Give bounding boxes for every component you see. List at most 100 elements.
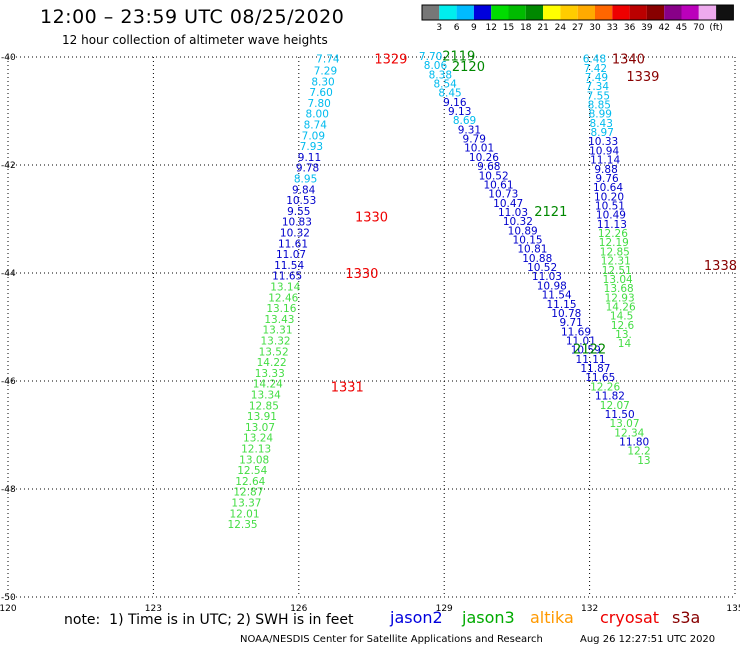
swh-value-label: 8.45 [438,88,461,100]
colorbar-tick-label: 15 [503,23,514,33]
swh-value-label: 9.16 [443,97,467,109]
swh-value-label: 8.00 [306,109,329,121]
swh-value-label: 8.38 [429,69,452,81]
mission-altika: altika [530,608,574,627]
swh-value-label: 13.16 [266,303,296,315]
swh-value-label: 9.84 [292,184,316,196]
swh-value-label: 13.08 [239,454,269,466]
swh-value-label: 10.53 [286,195,316,207]
swh-value-label: 7.93 [300,141,323,153]
swh-value-label: 11.54 [274,260,304,272]
swh-value-label: 10.20 [594,191,624,203]
swh-value-label: 12.6 [611,320,635,332]
swh-value-label: 10.83 [282,217,312,229]
swh-value-label: 11.54 [542,290,572,302]
swh-value-label: 14.22 [257,357,287,369]
x-tick-label: 135 [726,604,740,614]
swh-value-label: 7.09 [302,130,325,142]
swh-value-label: 7.70 [419,51,442,63]
colorbar-tick-label: (ft) [709,23,723,33]
swh-value-label: 13. [615,329,632,341]
swh-value-label: 12.26 [590,381,620,393]
swh-value-label: 9.76 [595,173,619,185]
swh-value-label: 10.94 [589,145,619,157]
colorbar-tick-label: 12 [485,23,496,33]
swh-value-label: 11.11 [576,354,606,366]
credit-text: NOAA/NESDIS Center for Satellite Applica… [240,634,543,645]
colorbar-swatch [491,5,509,20]
swh-value-label: 13.91 [247,411,277,423]
pass-number-label: 2122 [573,343,606,358]
swh-value-label: 9.71 [559,317,582,329]
pass-number-label: 1330 [355,210,388,225]
swh-value-label: 10.78 [551,308,581,320]
swh-value-label: 12.13 [241,444,271,456]
swh-value-label: 8.85 [588,100,611,112]
swh-value-label: 12.26 [598,228,628,240]
colorbar-swatch [456,5,474,20]
chart-subtitle: 12 hour collection of altimeter wave hei… [62,33,328,47]
swh-value-label: 13 [637,455,650,467]
generated-timestamp: Aug 26 12:27:51 UTC 2020 [580,634,716,645]
colorbar-swatch [508,5,526,20]
swh-value-label: 14 [618,338,632,350]
swh-value-label: 12.19 [599,237,629,249]
colorbar-tick-label: 33 [607,23,618,33]
swh-value-label: 10.47 [493,198,523,210]
colorbar-swatch [612,5,630,20]
colorbar-swatch [698,5,717,20]
swh-value-label: 10.49 [596,210,626,222]
swh-value-label: 14.26 [606,301,636,313]
swh-values: 7.747.298.307.607.808.008.747.097.939.11… [228,51,651,531]
swh-value-label: 11.61 [278,238,308,250]
swh-value-label: 11.82 [595,391,625,403]
pass-number-label: 1329 [374,53,407,68]
swh-value-label: 8.30 [311,76,334,88]
colorbar-swatch [439,5,457,20]
colorbar-tick-label: 70 [693,23,705,33]
colorbar-swatch [473,5,492,20]
swh-value-label: 8.06 [424,60,448,72]
swh-value-label: 13.32 [261,336,291,348]
colorbar-tick-label: 6 [454,23,460,33]
colorbar-swatch [629,5,647,20]
pass-number-label: 1331 [331,380,364,395]
swh-value-label: 10.01 [464,143,494,155]
colorbar-swatch [681,5,699,20]
swh-value-label: 10.88 [522,253,552,265]
swh-value-label: 13.14 [270,282,300,294]
x-tick-label: 120 [0,604,17,614]
pass-number-label: 2121 [534,205,567,220]
swh-value-label: 12.54 [237,465,267,477]
swh-value-label: 7.74 [316,54,340,66]
swh-value-label: 9.78 [296,163,319,175]
swh-value-label: 9.13 [448,106,471,118]
swh-value-label: 12.2 [627,446,650,458]
note-text: note: 1) Time is in UTC; 2) SWH is in fe… [64,612,354,628]
mission-s3a: s3a [672,608,701,627]
colorbar-frame [421,4,734,21]
swh-value-label: 9.79 [463,134,486,146]
swh-value-label: 14.24 [253,379,283,391]
swh-value-label: 8.74 [304,120,328,132]
colorbar-tick-label: 18 [520,23,532,33]
swh-value-label: 12.85 [600,246,630,258]
x-tick-label: 123 [145,604,162,614]
swh-value-label: 10.61 [483,179,513,191]
swh-value-label: 10.98 [537,280,567,292]
colorbar-swatch [560,5,578,20]
colorbar-tick-label: 30 [589,23,601,33]
swh-value-label: 13.37 [231,498,261,510]
swh-value-label: 10.33 [588,136,618,148]
swh-value-label: 13.04 [603,274,633,286]
swh-value-label: 12.35 [228,519,258,531]
colorbar-swatch [422,5,440,20]
swh-value-label: 10.51 [595,201,625,213]
swh-value-label: 12.87 [233,487,263,499]
colorbar-tick-label: 42 [658,23,669,33]
pass-number-label: 1339 [626,70,659,85]
swh-value-label: 7.60 [309,87,332,99]
mission-jason3: jason3 [462,608,515,627]
swh-value-label: 9.68 [477,161,500,173]
